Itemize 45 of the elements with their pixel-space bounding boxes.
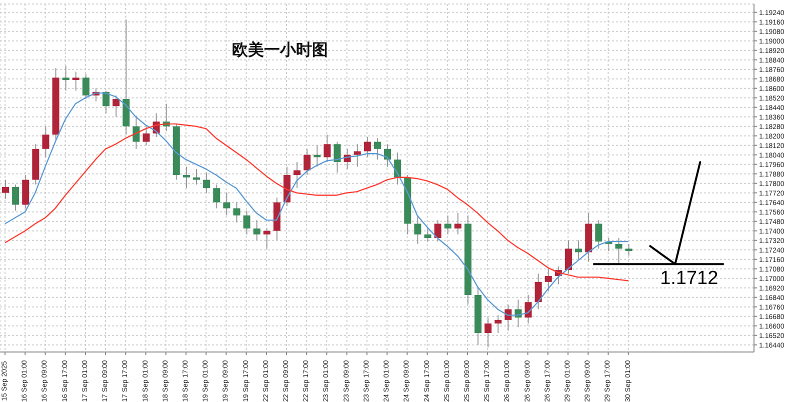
- candlestick: [625, 243, 632, 256]
- candlestick: [102, 90, 110, 114]
- candlestick: [434, 220, 442, 242]
- candlestick: [203, 172, 210, 194]
- candlestick: [504, 304, 512, 332]
- candlestick: [213, 184, 220, 209]
- candlestick: [82, 74, 90, 100]
- candlestick: [62, 65, 70, 92]
- candlestick: [294, 161, 301, 189]
- candlestick: [263, 228, 270, 250]
- candlestick: [233, 202, 240, 224]
- candlestick: [424, 228, 432, 242]
- candlestick: [454, 212, 462, 235]
- candlestick: [374, 138, 381, 160]
- candlestick: [595, 220, 602, 250]
- candlestick: [12, 184, 20, 212]
- text: 欧美一小时图: [232, 40, 328, 61]
- candlestick: [615, 237, 622, 265]
- candlestick: [243, 210, 250, 235]
- candlestick: [494, 314, 502, 334]
- candlestick: [324, 134, 331, 162]
- candlestick: [72, 71, 80, 92]
- candlestick: [334, 141, 341, 174]
- ref-line-label: 1.1712: [660, 268, 718, 290]
- candlestick: [544, 268, 552, 292]
- candlestick: [534, 273, 542, 310]
- candlestick: [575, 240, 582, 260]
- candlestick: [484, 317, 492, 348]
- candlestick: [253, 220, 260, 241]
- line-series: [4, 123, 629, 282]
- candlestick: [444, 214, 452, 235]
- candlestick: [42, 126, 50, 158]
- candlestick: [112, 94, 120, 118]
- candlestick: [304, 148, 311, 176]
- candlestick: [364, 136, 371, 158]
- candlestick: [142, 126, 150, 146]
- candlestick: [524, 294, 532, 324]
- candlestick: [223, 192, 230, 216]
- candlestick: [564, 240, 572, 274]
- candlestick: [182, 166, 190, 189]
- candlestick: [193, 168, 200, 186]
- candlestick: [2, 179, 9, 200]
- candlestick: [132, 115, 140, 150]
- candlestick: [414, 214, 422, 244]
- candlestick: [354, 144, 361, 168]
